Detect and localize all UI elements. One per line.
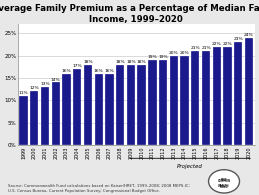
Text: COMMON
WEALTH: COMMON WEALTH [218, 179, 231, 188]
Bar [95, 74, 103, 145]
Bar [148, 60, 156, 145]
Text: 19%: 19% [148, 55, 157, 59]
Bar [159, 60, 167, 145]
Text: 21%: 21% [201, 46, 211, 50]
Text: 16%: 16% [94, 69, 104, 73]
Text: THE: THE [221, 178, 227, 182]
Text: FUND: FUND [220, 185, 228, 189]
Text: Projected: Projected [177, 164, 203, 169]
Text: 19%: 19% [158, 55, 168, 59]
Bar [245, 38, 253, 145]
Bar [52, 82, 60, 145]
Text: 23%: 23% [233, 37, 243, 41]
Bar [73, 69, 81, 145]
Bar [19, 96, 28, 145]
Bar [191, 51, 199, 145]
Text: 22%: 22% [212, 42, 221, 46]
Bar [30, 91, 39, 145]
Bar [105, 74, 114, 145]
Text: 11%: 11% [19, 91, 28, 95]
Bar [41, 87, 49, 145]
Text: 17%: 17% [73, 64, 82, 68]
Bar [62, 74, 71, 145]
Text: 16%: 16% [62, 69, 71, 73]
Bar [138, 65, 146, 145]
Bar [170, 56, 178, 145]
Bar [234, 42, 242, 145]
Bar [213, 47, 221, 145]
Title: Average Family Premium as a Percentage of Median Family
Income, 1999–2020: Average Family Premium as a Percentage o… [0, 4, 259, 24]
Text: 24%: 24% [244, 33, 254, 37]
Bar [202, 51, 210, 145]
Bar [116, 65, 124, 145]
Text: 20%: 20% [169, 51, 179, 55]
Text: 18%: 18% [137, 60, 146, 64]
Text: 22%: 22% [223, 42, 232, 46]
Circle shape [208, 170, 240, 193]
Text: 18%: 18% [83, 60, 93, 64]
Text: 18%: 18% [126, 60, 136, 64]
Bar [223, 47, 232, 145]
Text: 14%: 14% [51, 78, 61, 82]
Text: 16%: 16% [105, 69, 114, 73]
Text: 18%: 18% [115, 60, 125, 64]
Bar [84, 65, 92, 145]
Text: 12%: 12% [30, 87, 39, 90]
Text: 13%: 13% [40, 82, 50, 86]
Bar [180, 56, 189, 145]
Text: 20%: 20% [180, 51, 189, 55]
Text: 21%: 21% [190, 46, 200, 50]
Text: Source: Commonwealth Fund calculations based on Kaiser/HRET, 1999–2008; 2008 MEP: Source: Commonwealth Fund calculations b… [8, 184, 190, 193]
Bar [127, 65, 135, 145]
